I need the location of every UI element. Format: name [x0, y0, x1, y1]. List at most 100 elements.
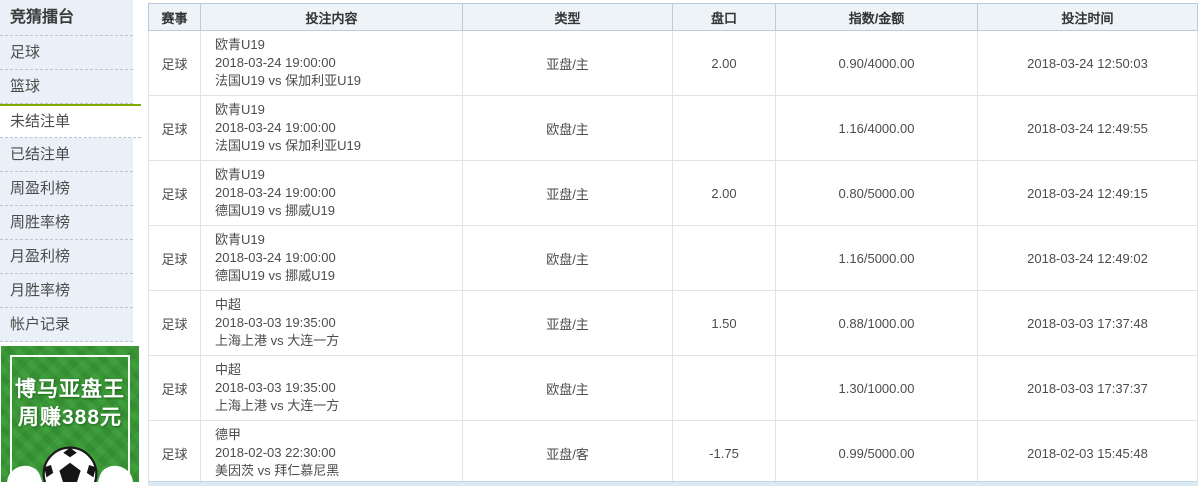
bet-row: 足球 中超 2018-03-03 19:35:00 上海上港 vs 大连一方 欧…: [148, 355, 1198, 421]
ad-frame: [10, 355, 130, 482]
cell-handicap: [672, 225, 776, 291]
bets-table-body: 足球 欧青U19 2018-03-24 19:00:00 法国U19 vs 保加…: [148, 30, 1198, 486]
cell-sport: 足球: [148, 355, 201, 421]
col-header-bet-time: 投注时间: [977, 3, 1198, 31]
match-time: 2018-03-24 19:00:00: [215, 250, 336, 265]
cell-bet-time: 2018-03-24 12:49:02: [977, 225, 1198, 291]
cell-odds-amount: 1.16/4000.00: [775, 95, 978, 161]
cell-type: 亚盘/客: [462, 420, 673, 486]
sidebar-menu-panel: 竞猜擂台 足球 篮球 未结注单 已结注单 周盈利榜 周胜率榜 月盈利榜 月胜率榜…: [0, 0, 141, 342]
match-time: 2018-03-03 19:35:00: [215, 315, 336, 330]
league-name: 中超: [215, 362, 242, 377]
match-teams: 德国U19 vs 挪威U19: [215, 268, 335, 283]
bet-row: 足球 中超 2018-03-03 19:35:00 上海上港 vs 大连一方 亚…: [148, 290, 1198, 356]
col-header-type: 类型: [462, 3, 673, 31]
cell-bet-time: 2018-03-24 12:50:03: [977, 30, 1198, 96]
sidebar-title: 竞猜擂台: [0, 0, 133, 36]
cell-bet-content: 欧青U19 2018-03-24 19:00:00 德国U19 vs 挪威U19: [200, 160, 463, 226]
cell-handicap: 1.50: [672, 290, 776, 356]
match-teams: 美因茨 vs 拜仁慕尼黑: [215, 463, 340, 478]
bet-row: 足球 欧青U19 2018-03-24 19:00:00 法国U19 vs 保加…: [148, 30, 1198, 96]
sidebar-item-label: 帐户记录: [10, 316, 71, 333]
ad-banner[interactable]: 博马亚盘王 周赚388元: [1, 346, 139, 482]
match-teams: 上海上港 vs 大连一方: [215, 333, 340, 348]
league-name: 欧青U19: [215, 102, 265, 117]
sidebar-item-monthly-profit-rank[interactable]: 月盈利榜: [0, 240, 133, 274]
cell-bet-content: 欧青U19 2018-03-24 19:00:00 法国U19 vs 保加利亚U…: [200, 30, 463, 96]
sidebar-item-label: 月胜率榜: [10, 282, 71, 299]
bet-row: 足球 德甲 2018-02-03 22:30:00 美因茨 vs 拜仁慕尼黑 亚…: [148, 420, 1198, 486]
cell-type: 亚盘/主: [462, 290, 673, 356]
ad-subtitle: 周赚388元: [17, 406, 123, 429]
cell-odds-amount: 1.16/5000.00: [775, 225, 978, 291]
match-time: 2018-02-03 22:30:00: [215, 445, 336, 460]
sidebar-item-monthly-winrate-rank[interactable]: 月胜率榜: [0, 274, 133, 308]
cell-sport: 足球: [148, 95, 201, 161]
cell-odds-amount: 0.90/4000.00: [775, 30, 978, 96]
cell-sport: 足球: [148, 290, 201, 356]
sidebar-item-unsettled-bets[interactable]: 未结注单: [0, 104, 141, 138]
sidebar-item-label: 篮球: [10, 78, 41, 95]
cell-sport: 足球: [148, 30, 201, 96]
cell-handicap: 2.00: [672, 160, 776, 226]
sidebar-item-settled-bets[interactable]: 已结注单: [0, 138, 133, 172]
cell-handicap: [672, 95, 776, 161]
col-header-bet-content: 投注内容: [200, 3, 463, 31]
match-teams: 法国U19 vs 保加利亚U19: [215, 138, 361, 153]
cell-type: 亚盘/主: [462, 160, 673, 226]
cell-sport: 足球: [148, 160, 201, 226]
sidebar-item-football[interactable]: 足球: [0, 36, 133, 70]
league-name: 中超: [215, 297, 242, 312]
cell-bet-time: 2018-03-24 12:49:55: [977, 95, 1198, 161]
sidebar-item-label: 月盈利榜: [10, 248, 71, 265]
cell-bet-content: 中超 2018-03-03 19:35:00 上海上港 vs 大连一方: [200, 355, 463, 421]
sidebar-item-weekly-winrate-rank[interactable]: 周胜率榜: [0, 206, 133, 240]
bet-row: 足球 欧青U19 2018-03-24 19:00:00 法国U19 vs 保加…: [148, 95, 1198, 161]
cell-bet-time: 2018-02-03 15:45:48: [977, 420, 1198, 486]
match-time: 2018-03-24 19:00:00: [215, 185, 336, 200]
cell-handicap: [672, 355, 776, 421]
cell-odds-amount: 0.88/1000.00: [775, 290, 978, 356]
league-name: 欧青U19: [215, 37, 265, 52]
cell-bet-content: 欧青U19 2018-03-24 19:00:00 德国U19 vs 挪威U19: [200, 225, 463, 291]
match-teams: 德国U19 vs 挪威U19: [215, 203, 335, 218]
match-time: 2018-03-24 19:00:00: [215, 55, 336, 70]
cell-bet-time: 2018-03-03 17:37:37: [977, 355, 1198, 421]
sidebar-item-label: 未结注单: [10, 113, 71, 130]
ad-text: 博马亚盘王 周赚388元: [1, 376, 139, 432]
match-teams: 上海上港 vs 大连一方: [215, 398, 340, 413]
league-name: 德甲: [215, 427, 242, 442]
sidebar-item-label: 周胜率榜: [10, 214, 71, 231]
league-name: 欧青U19: [215, 167, 265, 182]
sidebar-item-weekly-profit-rank[interactable]: 周盈利榜: [0, 172, 133, 206]
cell-bet-time: 2018-03-03 17:37:48: [977, 290, 1198, 356]
match-time: 2018-03-24 19:00:00: [215, 120, 336, 135]
sidebar-item-label: 周盈利榜: [10, 180, 71, 197]
sidebar-menu: 足球 篮球 未结注单 已结注单 周盈利榜 周胜率榜 月盈利榜 月胜率榜 帐户记录: [0, 36, 141, 342]
cell-type: 欧盘/主: [462, 95, 673, 161]
cell-odds-amount: 0.99/5000.00: [775, 420, 978, 486]
sidebar-item-label: 已结注单: [10, 146, 71, 163]
cell-bet-content: 欧青U19 2018-03-24 19:00:00 法国U19 vs 保加利亚U…: [200, 95, 463, 161]
cell-handicap: -1.75: [672, 420, 776, 486]
sidebar: 竞猜擂台 足球 篮球 未结注单 已结注单 周盈利榜 周胜率榜 月盈利榜 月胜率榜…: [0, 0, 141, 486]
bets-table: 赛事 投注内容 类型 盘口 指数/金额 投注时间 足球 欧青U19 2018-0…: [148, 3, 1198, 486]
bet-row: 足球 欧青U19 2018-03-24 19:00:00 德国U19 vs 挪威…: [148, 225, 1198, 291]
cell-bet-time: 2018-03-24 12:49:15: [977, 160, 1198, 226]
table-footer-bar: [148, 481, 1197, 486]
cell-type: 亚盘/主: [462, 30, 673, 96]
bet-row: 足球 欧青U19 2018-03-24 19:00:00 德国U19 vs 挪威…: [148, 160, 1198, 226]
bets-panel: 赛事 投注内容 类型 盘口 指数/金额 投注时间 足球 欧青U19 2018-0…: [148, 3, 1198, 486]
sidebar-item-account-records[interactable]: 帐户记录: [0, 308, 133, 342]
col-header-handicap: 盘口: [672, 3, 776, 31]
cell-sport: 足球: [148, 420, 201, 486]
cell-type: 欧盘/主: [462, 225, 673, 291]
match-teams: 法国U19 vs 保加利亚U19: [215, 73, 361, 88]
cell-sport: 足球: [148, 225, 201, 291]
sidebar-item-basketball[interactable]: 篮球: [0, 70, 133, 104]
soccer-ball-icon: [42, 446, 98, 482]
ad-title: 博马亚盘王: [15, 378, 125, 401]
cell-bet-content: 中超 2018-03-03 19:35:00 上海上港 vs 大连一方: [200, 290, 463, 356]
col-header-odds-amount: 指数/金额: [775, 3, 978, 31]
